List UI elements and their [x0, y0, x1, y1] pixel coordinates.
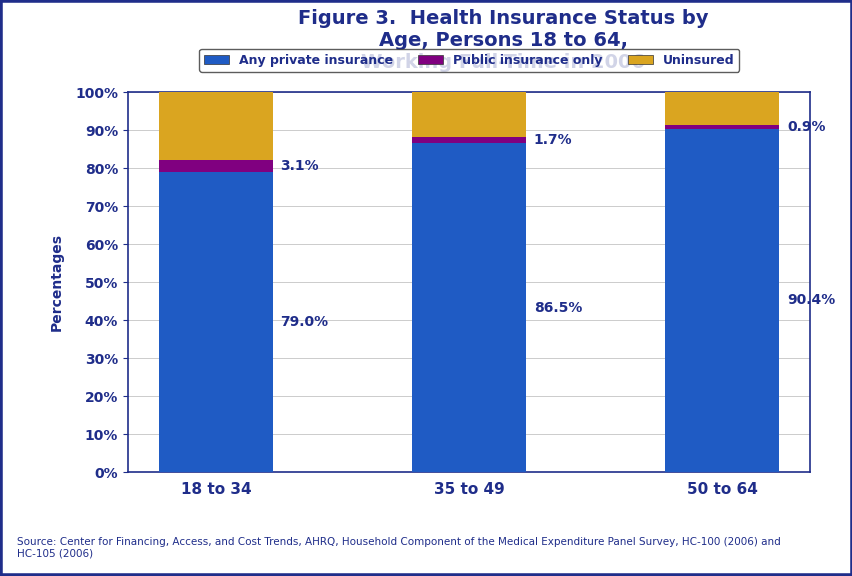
Text: Figure 3.  Health Insurance Status by
Age, Persons 18 to 64,
Working Full-Time i: Figure 3. Health Insurance Status by Age…: [297, 9, 708, 72]
Text: 11.9%: 11.9%: [442, 107, 495, 122]
Text: 90.4%: 90.4%: [786, 294, 834, 308]
Text: 86.5%: 86.5%: [533, 301, 581, 315]
Bar: [665, 92, 779, 125]
Bar: [158, 160, 273, 172]
Bar: [665, 128, 779, 472]
Text: 8.7%: 8.7%: [700, 101, 743, 116]
Text: 0.9%: 0.9%: [786, 120, 825, 134]
Legend: Any private insurance, Public insurance only, Uninsured: Any private insurance, Public insurance …: [199, 49, 739, 72]
Y-axis label: Percentages: Percentages: [50, 233, 64, 331]
Bar: [412, 92, 526, 137]
Bar: [158, 92, 273, 160]
Text: Source: Center for Financing, Access, and Cost Trends, AHRQ, Household Component: Source: Center for Financing, Access, an…: [17, 537, 780, 559]
Bar: [412, 143, 526, 472]
Bar: [158, 172, 273, 472]
Text: 3.1%: 3.1%: [280, 159, 319, 173]
Bar: [412, 137, 526, 143]
Text: 1.7%: 1.7%: [533, 133, 572, 147]
Text: 79.0%: 79.0%: [280, 315, 328, 329]
Bar: [665, 125, 779, 128]
Text: 17.9%: 17.9%: [189, 119, 242, 134]
